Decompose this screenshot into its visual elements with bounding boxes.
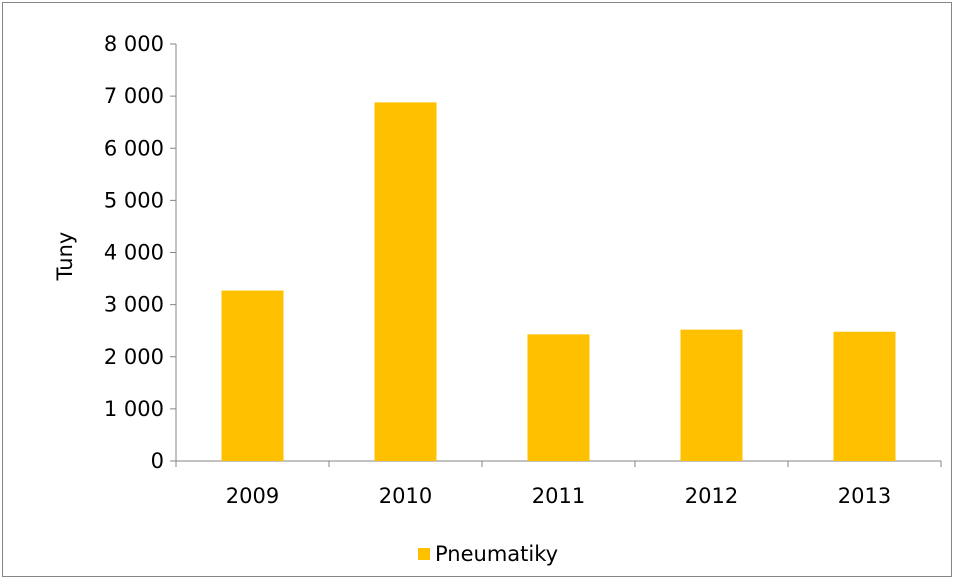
bar-2009: [221, 290, 284, 461]
bar-2012: [680, 329, 743, 461]
y-tick-label: 3 000: [104, 293, 164, 317]
y-tick-label: 5 000: [104, 188, 164, 212]
y-axis-title: Tuny: [53, 232, 77, 282]
bar-2013: [833, 331, 896, 461]
x-tick-label: 2011: [532, 484, 585, 508]
legend: Pneumatiky: [418, 542, 558, 566]
y-tick-label: 1 000: [104, 397, 164, 421]
bar-2010: [374, 102, 437, 461]
x-tick-label: 2013: [838, 484, 891, 508]
y-tick-label: 6 000: [104, 136, 164, 160]
y-tick-label: 4 000: [104, 241, 164, 265]
y-tick-label: 7 000: [104, 84, 164, 108]
y-tick-label: 2 000: [104, 345, 164, 369]
bar-2011: [527, 334, 590, 461]
legend-swatch: [418, 548, 430, 560]
x-tick-label: 2012: [685, 484, 738, 508]
bar-chart: Tuny 0 1 000 2 000 3 000 4 000 5 000 6 000 7 00…: [53, 32, 942, 566]
x-tick-label: 2010: [379, 484, 432, 508]
legend-label: Pneumatiky: [435, 542, 558, 566]
x-tick-label: 2009: [226, 484, 279, 508]
y-tick-label: 0: [151, 449, 164, 473]
y-tick-label: 8 000: [104, 32, 164, 56]
